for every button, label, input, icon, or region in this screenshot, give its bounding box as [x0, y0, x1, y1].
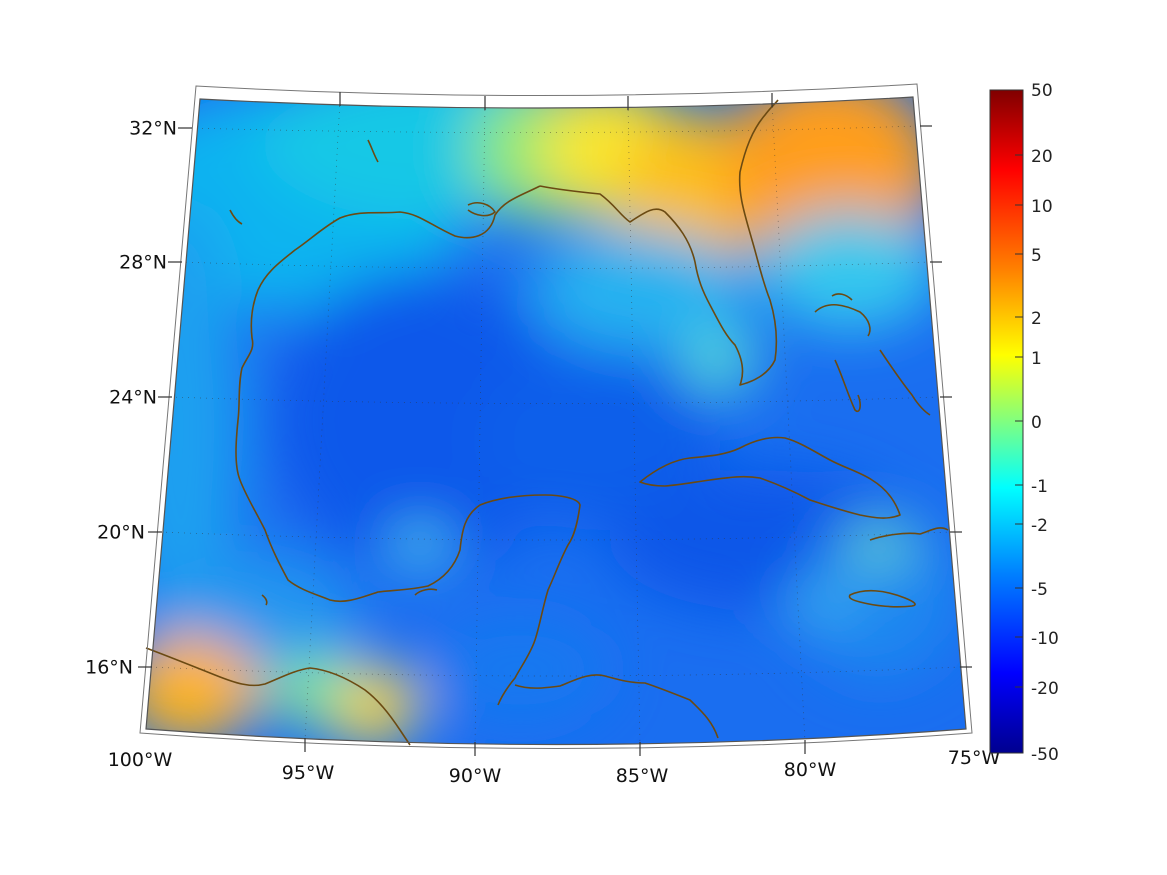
lat-label-16n: 16°N — [85, 657, 133, 679]
coast-jamaica — [848, 589, 916, 608]
coast-bahamas-4 — [831, 293, 853, 301]
lat-label-24n: 24°N — [109, 387, 157, 409]
colorbar-label-neg50: -50 — [1031, 745, 1059, 765]
colorbar-label-50: 50 — [1031, 81, 1053, 101]
colorbar-label-neg2: -2 — [1031, 516, 1048, 536]
map-frame-outer — [139, 83, 973, 749]
colorbar-label-0: 0 — [1031, 413, 1042, 433]
colorbar-label-10: 10 — [1031, 197, 1053, 217]
colorbar-label-neg5: -5 — [1031, 580, 1048, 600]
coast-bahamas-2 — [834, 359, 861, 413]
lon-label-100w: 100°W — [108, 749, 173, 771]
coast-central-america — [145, 647, 411, 746]
colorbar-label-2: 2 — [1031, 309, 1042, 329]
coast-hispaniola — [869, 527, 949, 541]
colorbar-label-5: 5 — [1031, 246, 1042, 266]
graticule — [149, 99, 961, 745]
coast-cuba — [639, 436, 901, 519]
coastlines — [145, 99, 949, 746]
coast-florida-panhandle — [539, 99, 779, 386]
coast-small-isle-2 — [229, 209, 243, 225]
coast-honduras — [514, 674, 719, 739]
colorbar-label-neg1: -1 — [1031, 477, 1048, 497]
lat-label-32n: 32°N — [129, 118, 177, 140]
coast-bahamas-3 — [879, 349, 931, 416]
coast-small-isle-4 — [261, 594, 268, 606]
colorbar-ticks — [1015, 154, 1023, 688]
coast-gulf-mainland — [235, 185, 581, 706]
coast-bahamas-1 — [814, 304, 871, 337]
colorbar-label-neg10: -10 — [1031, 629, 1059, 649]
colorbar-label-neg20: -20 — [1031, 679, 1059, 699]
lon-label-95w: 95°W — [282, 762, 335, 784]
lat-label-20n: 20°N — [97, 522, 145, 544]
lon-label-85w: 85°W — [616, 765, 669, 787]
coast-small-isle-1 — [367, 139, 379, 163]
map-frame — [145, 96, 967, 746]
lon-label-75w: 75°W — [948, 747, 1001, 769]
lat-label-28n: 28°N — [119, 252, 167, 274]
coast-small-isle-3 — [414, 588, 438, 596]
tick-marks — [138, 92, 972, 756]
lon-label-90w: 90°W — [449, 765, 502, 787]
coast-lake-pontchartrain — [467, 202, 496, 217]
colorbar-label-1: 1 — [1031, 349, 1042, 369]
colorbar-label-20: 20 — [1031, 147, 1053, 167]
lon-label-80w: 80°W — [784, 759, 837, 781]
